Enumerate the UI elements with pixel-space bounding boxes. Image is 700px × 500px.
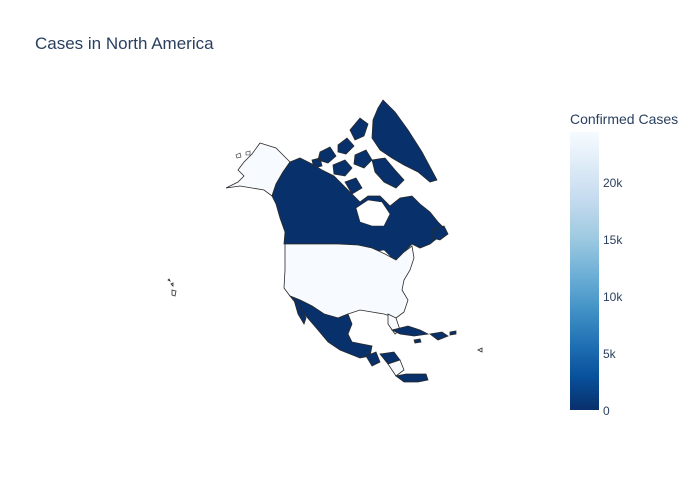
region-hawaii[interactable]: [167, 278, 177, 297]
colorbar-tick: 15k: [603, 233, 623, 247]
region-guatemala[interactable]: [365, 351, 381, 367]
region-cuba[interactable]: [390, 325, 430, 337]
region-baja[interactable]: [293, 298, 307, 325]
region-mexico[interactable]: [288, 295, 373, 359]
colorbar-tick: 10k: [603, 290, 623, 304]
colorbar-tick: 20k: [603, 176, 623, 190]
region-panama[interactable]: [395, 373, 429, 383]
region-hudson-bay: [355, 199, 391, 227]
colorbar: [570, 132, 599, 410]
region-aleutians[interactable]: [235, 150, 251, 159]
region-canada-islands[interactable]: [311, 117, 405, 195]
colorbar-tick: 0: [603, 404, 610, 418]
region-jamaica[interactable]: [413, 338, 422, 344]
region-hispaniola[interactable]: [429, 331, 449, 341]
region-greenland[interactable]: [371, 99, 438, 183]
region-newfoundland[interactable]: [431, 225, 449, 241]
colorbar-tick: 5k: [603, 347, 616, 361]
colorbar-title: Confirmed Cases: [570, 111, 679, 127]
region-nicaragua[interactable]: [387, 359, 405, 377]
region-puerto-rico[interactable]: [449, 330, 457, 336]
region-small-island[interactable]: [477, 347, 483, 353]
chart-title: Cases in North America: [35, 34, 214, 53]
